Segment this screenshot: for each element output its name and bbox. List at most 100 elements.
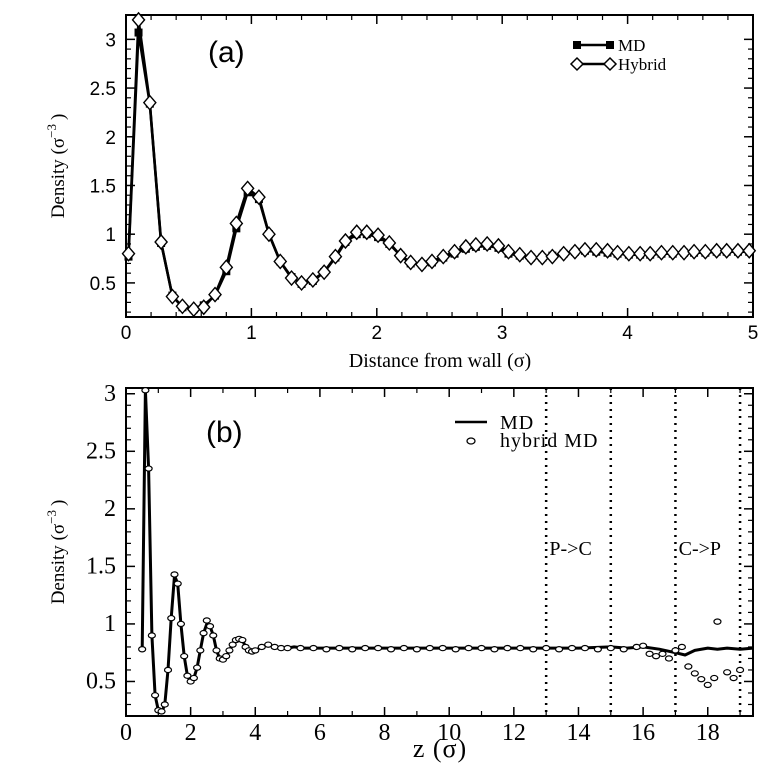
b-series-1-point-83 <box>735 666 745 674</box>
panel-b-chart: 0 2 4 6 8 10 12 14 16 18 0.5 1 1.5 2 2.5 3 P->C C->P (b)… <box>44 381 754 763</box>
a-y-tick-label-0: 0.5 <box>90 274 116 295</box>
b-series-1-point-73 <box>671 647 680 654</box>
b-y-tick-label-2: 1.5 <box>86 553 116 579</box>
a-x-tick-label-1: 1 <box>246 323 257 344</box>
b-series-1-point-6 <box>157 708 166 715</box>
a-series-1-point-42 <box>578 241 592 258</box>
b-series-1-point-7 <box>160 701 169 708</box>
a-series-1-point-15 <box>284 269 299 287</box>
a-x-tick-label-0: 0 <box>121 323 132 344</box>
a-y-tick-label-4: 2.5 <box>90 79 116 100</box>
panel-b-y-axis-label: Density (σ−3) <box>44 500 69 605</box>
a-series-1-point-7 <box>196 299 211 316</box>
a-series-1-point-49 <box>654 244 669 261</box>
b-series-1-point-16 <box>189 674 198 682</box>
panel-a-series <box>121 11 757 318</box>
b-series-1-point-42 <box>309 644 318 652</box>
b-series-1-point-43 <box>322 646 331 653</box>
a-series-1-point-18 <box>317 264 332 281</box>
a-series-1-point-5 <box>175 298 190 315</box>
b-series-1-point-51 <box>425 644 434 652</box>
a-series-1-point-13 <box>262 226 276 243</box>
b-series-1-point-8 <box>163 666 173 674</box>
b-x-tick-label-5: 10 <box>437 720 461 746</box>
a-series-1-point-35 <box>501 243 516 260</box>
b-series-1-point-41 <box>296 644 305 652</box>
legend-a-hybrid-swatch <box>569 56 618 72</box>
b-series-1-point-2 <box>144 465 153 472</box>
panel-b-plot-frame <box>125 387 754 717</box>
b-series-1-point-72 <box>664 655 674 662</box>
a-series-1-point-8 <box>208 286 222 303</box>
a-series-1-point-56 <box>731 242 745 259</box>
panel-a-y-axis-label: Density (σ−3) <box>44 114 69 219</box>
panel-b-legend: MD hybrid MD <box>455 412 597 452</box>
a-series-1-point-23 <box>371 227 385 244</box>
b-series-1-point-10 <box>170 571 179 578</box>
b-series-1-point-26 <box>222 652 231 660</box>
a-series-1-point-41 <box>568 243 582 260</box>
b-series-1-point-48 <box>386 646 396 653</box>
a-y-tick-label-2: 1.5 <box>90 176 116 197</box>
b-y-tick-label-0: 0.5 <box>86 668 116 694</box>
a-series-1-point-37 <box>524 249 538 266</box>
b-series-1-point-21 <box>205 623 215 630</box>
b-y-tick-label-3: 2 <box>104 496 116 522</box>
b-x-tick-label-3: 6 <box>314 720 326 746</box>
panel-b-region-lines <box>544 388 742 716</box>
b-series-1-point-61 <box>554 646 564 653</box>
a-series-1-point-46 <box>621 245 636 262</box>
b-y-tick-label-5: 3 <box>104 381 116 407</box>
b-series-1-point-0 <box>138 646 147 653</box>
b-series-1-point-59 <box>529 646 538 653</box>
a-series-1-point-16 <box>294 274 309 291</box>
b-series-1-point-1 <box>141 387 150 394</box>
b-series-1-point-77 <box>697 675 706 683</box>
b-series-1-point-18 <box>196 647 205 654</box>
a-series-1-point-0 <box>121 245 136 262</box>
b-series-1-point-35 <box>251 647 260 654</box>
b-series-1-point-19 <box>199 629 208 637</box>
a-series-1-point-54 <box>709 242 724 259</box>
a-series-1-point-47 <box>633 245 648 262</box>
b-series-1-point-53 <box>451 646 460 653</box>
b-series-1-point-79 <box>710 674 719 682</box>
b-series-1-point-22 <box>209 632 218 639</box>
a-series-1-point-3 <box>154 233 169 251</box>
a-x-tick-label-4: 4 <box>622 323 633 344</box>
a-series-1-point-53 <box>698 243 713 260</box>
b-series-1-point-31 <box>238 636 247 644</box>
b-x-tick-label-4: 8 <box>379 720 391 746</box>
a-y-tick-label-5: 3 <box>105 30 116 51</box>
a-series-1-point-52 <box>687 243 701 260</box>
b-series-1-point-4 <box>150 692 160 699</box>
b-series-1-point-49 <box>399 644 409 652</box>
b-series-1-point-27 <box>225 647 234 654</box>
a-series-1-point-34 <box>491 237 506 254</box>
a-series-1-point-50 <box>665 244 680 261</box>
b-series-1-point-80 <box>713 618 722 625</box>
b-x-tick-label-6: 12 <box>502 720 526 746</box>
b-series-1-point-54 <box>464 644 473 652</box>
b-series-1-point-58 <box>516 644 525 652</box>
b-series-1-point-82 <box>729 674 738 682</box>
panel-b-series <box>138 387 754 715</box>
b-series-1-point-40 <box>283 644 292 652</box>
b-series-1-point-56 <box>490 646 499 653</box>
a-series-1-point-43 <box>589 241 604 258</box>
a-y-tick-label-3: 2 <box>105 128 116 149</box>
panel-b-label: (b) <box>206 416 243 449</box>
panel-a-chart: 0 1 2 3 4 5 0.5 1 1.5 2 2.5 3 (a) Distance from wal… <box>44 11 758 372</box>
b-series-1-point-60 <box>542 644 551 652</box>
b-series-0-line <box>140 388 754 714</box>
b-x-tick-label-1: 2 <box>185 720 197 746</box>
a-series-1-point-33 <box>480 235 495 253</box>
b-series-1-point-23 <box>212 647 221 654</box>
b-series-1-point-11 <box>173 580 182 587</box>
b-series-1-point-81 <box>723 669 732 676</box>
b-series-1-point-52 <box>438 644 447 652</box>
b-series-1-point-3 <box>147 632 156 639</box>
a-series-1-point-4 <box>165 288 180 305</box>
b-series-1-point-78 <box>703 681 712 689</box>
